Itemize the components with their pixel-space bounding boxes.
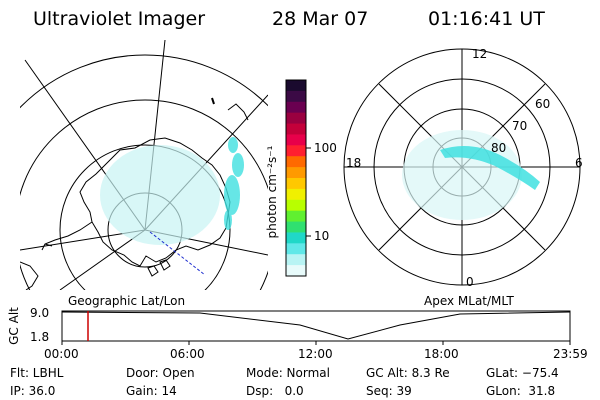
colorbar-swatch bbox=[286, 188, 306, 201]
mlt-spokes bbox=[344, 49, 580, 285]
altitude-plot-frame bbox=[61, 310, 571, 342]
altitude-xtick-1200: 12:00 bbox=[298, 347, 333, 361]
mlt-label-6: 6 bbox=[575, 156, 583, 170]
glon-info: GLon: 31.8 bbox=[486, 384, 556, 398]
door-info: Door: Open bbox=[126, 366, 195, 380]
colorbar-swatch bbox=[286, 156, 306, 168]
mlt-label-12: 12 bbox=[472, 47, 488, 61]
colorbar-swatch bbox=[286, 80, 306, 92]
colorbar-swatch bbox=[286, 243, 306, 255]
seq-info: Seq: 39 bbox=[366, 384, 412, 398]
glat-info: GLat: −75.4 bbox=[486, 366, 559, 380]
polar-grid bbox=[343, 48, 581, 286]
terminator-line bbox=[149, 231, 206, 276]
left-map-caption: Geographic Lat/Lon bbox=[68, 294, 186, 308]
gain-info: Gain: 14 bbox=[126, 384, 177, 398]
colorbar-swatch bbox=[286, 199, 306, 212]
colorbar-swatch bbox=[286, 90, 306, 103]
altitude-xtick-0600: 06:00 bbox=[170, 347, 205, 361]
dsp-info: Dsp: 0.0 bbox=[246, 384, 304, 398]
colorbar bbox=[286, 80, 306, 277]
island-coastline bbox=[147, 259, 171, 277]
antarctica-coastline bbox=[79, 137, 231, 267]
mode-info: Mode: Normal bbox=[246, 366, 330, 380]
right-map-caption: Apex MLat/MLT bbox=[424, 294, 514, 308]
latitude-circle bbox=[59, 144, 231, 290]
colorbar-swatch bbox=[286, 112, 306, 125]
mlt-label-18: 18 bbox=[346, 156, 362, 170]
instrument-title: Ultraviolet Imager bbox=[33, 8, 206, 30]
meridian-line bbox=[24, 59, 146, 231]
aurora-faint bbox=[100, 145, 220, 245]
altitude-ytick-low: 1.8 bbox=[30, 330, 50, 344]
colorbar-swatch bbox=[286, 210, 306, 223]
altitude-xtick-2359: 23:59 bbox=[553, 347, 588, 361]
date-label: 28 Mar 07 bbox=[272, 8, 369, 30]
meridian-line bbox=[144, 94, 268, 231]
altitude-xtick-0000: 00:00 bbox=[44, 347, 79, 361]
mlat-label-70: 70 bbox=[512, 119, 528, 133]
colorbar-swatch bbox=[286, 221, 306, 233]
colorbar-swatch bbox=[286, 134, 306, 146]
colorbar-swatch bbox=[286, 178, 306, 190]
altitude-curve bbox=[61, 311, 571, 340]
colorbar-tick-100: 100 bbox=[314, 141, 337, 155]
colorbar-tick-10: 10 bbox=[314, 229, 330, 243]
time-label: 01:16:41 UT bbox=[428, 8, 545, 30]
colorbar-swatch bbox=[286, 145, 306, 157]
altitude-ylabel: GC Alt bbox=[7, 307, 21, 345]
polar-aurora bbox=[402, 130, 540, 220]
meridian-line bbox=[144, 40, 166, 231]
aurora-emission bbox=[224, 137, 244, 230]
colorbar-swatch bbox=[286, 265, 306, 277]
meridian-line bbox=[20, 229, 146, 251]
altitude-ytick-high: 9.0 bbox=[30, 306, 50, 320]
antarctic-peninsula bbox=[41, 221, 93, 251]
australia-coastline bbox=[227, 103, 249, 121]
colorbar-frame bbox=[285, 79, 307, 277]
colorbar-swatch bbox=[286, 167, 306, 179]
ip-info: IP: 36.0 bbox=[10, 384, 56, 398]
colorbar-swatch bbox=[286, 232, 306, 244]
mlt-label-0: 0 bbox=[466, 275, 474, 289]
gc-alt-info: GC Alt: 8.3 Re bbox=[366, 366, 450, 380]
filter-info: Flt: LBHL bbox=[10, 366, 64, 380]
colorbar-swatch bbox=[286, 254, 306, 266]
latitude-circle bbox=[20, 99, 268, 290]
colorbar-unit-label: photon cm⁻²s⁻¹ bbox=[265, 145, 279, 239]
meridian-line bbox=[59, 229, 146, 290]
altitude-xtick-1800: 18:00 bbox=[424, 347, 459, 361]
latitude-circle bbox=[107, 192, 183, 268]
south-america-coastline bbox=[20, 261, 39, 290]
mlat-label-80: 80 bbox=[491, 141, 507, 155]
colorbar-swatch bbox=[286, 123, 306, 135]
meridian-line bbox=[144, 229, 268, 256]
colorbar-swatch bbox=[286, 101, 306, 114]
map-marker bbox=[211, 97, 215, 105]
mlat-label-60: 60 bbox=[535, 97, 551, 111]
